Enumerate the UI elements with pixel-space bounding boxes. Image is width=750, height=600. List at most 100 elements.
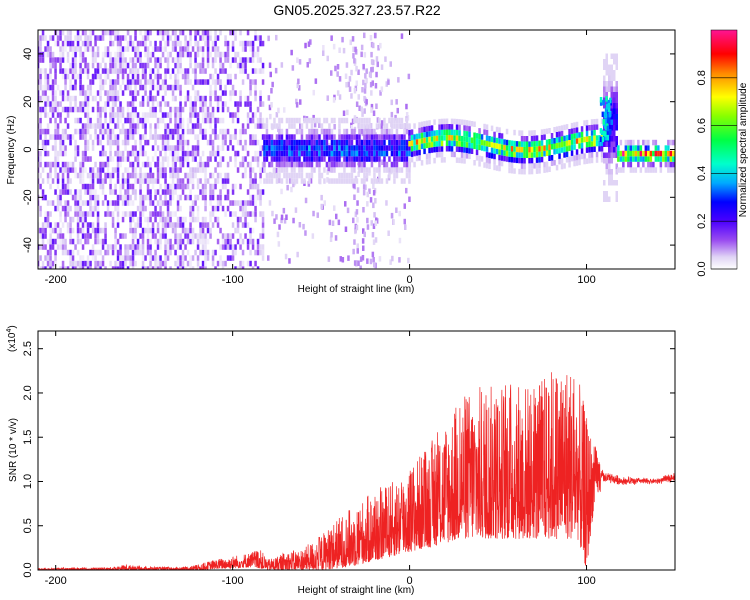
spectrogram-noise-cell: [246, 222, 250, 228]
spectrogram-noise-cell: [244, 57, 247, 63]
spectrogram-noise-cell: [84, 222, 87, 228]
spectrogram-noise-cell: [179, 95, 182, 102]
spectrogram-noise-cell: [156, 57, 160, 63]
spectrogram-faint-cell: [295, 98, 298, 105]
spectrogram-band-cell: [664, 156, 668, 162]
spectrogram-noise-cell: [206, 249, 210, 256]
spectrogram-band-cell: [265, 123, 269, 129]
spectrogram-band-cell: [383, 123, 386, 129]
spectrogram-band-cell: [588, 158, 591, 164]
spectrogram-noise-cell: [216, 46, 220, 52]
spectrogram-noise-cell: [131, 200, 135, 206]
spectrogram-noise-cell: [229, 233, 232, 239]
spectrogram-band-cell: [425, 126, 429, 132]
spectrogram-noise-cell: [74, 46, 77, 52]
spectrogram-band-cell: [393, 117, 396, 124]
spectrogram-noise-cell: [204, 134, 207, 140]
spectrogram-noise-cell: [234, 35, 237, 41]
spectrogram-band-cell: [530, 141, 534, 147]
spectrogram-band-cell: [350, 145, 354, 151]
spectrogram-noise-cell: [196, 194, 200, 201]
spectrogram-band-cell: [475, 138, 479, 145]
spectrogram-noise-cell: [204, 178, 207, 184]
spectrogram-faint-cell: [389, 61, 392, 67]
spectrogram-noise-cell: [89, 233, 92, 239]
spectrogram-noise-cell: [241, 222, 245, 228]
spectrogram-band-cell: [390, 128, 394, 135]
spectrogram-band-cell: [388, 156, 391, 162]
spectrogram-noise-cell: [239, 139, 242, 146]
spectrogram-band-cell: [335, 178, 339, 184]
spectrogram-noise-cell: [116, 117, 120, 124]
spectrogram-band-cell: [560, 158, 564, 164]
spectrogram-noise-cell: [166, 189, 170, 195]
spectrogram-band-cell: [644, 156, 648, 162]
spectrogram-band-cell: [328, 123, 331, 129]
spectrogram-noise-cell: [81, 90, 85, 96]
spectrogram-noise-cell: [186, 73, 190, 80]
spectrogram-noise-cell: [151, 68, 155, 74]
spectrogram-faint-cell: [364, 73, 367, 79]
spectrogram-band-cell: [629, 145, 633, 151]
spectrogram-noise-cell: [104, 112, 107, 118]
spectrogram-noise-cell: [94, 172, 97, 179]
spectrogram-noise-cell: [201, 183, 205, 190]
spectrogram-noise-cell: [224, 134, 227, 140]
spectrogram-noise-cell: [79, 172, 82, 179]
spectrogram-noise-cell: [59, 112, 62, 118]
spectrogram-noise-cell: [236, 101, 240, 107]
spectrogram-noise-cell: [184, 156, 187, 162]
spectrogram-marks: [38, 30, 675, 269]
spectrogram-noise-cell: [241, 123, 245, 129]
spectrogram-noise-cell: [49, 161, 52, 168]
spectrogram-noise-cell: [146, 57, 150, 63]
spectrogram-faint-cell: [369, 35, 373, 41]
spectrogram-noise-cell: [166, 128, 170, 135]
spectrogram-band-cell: [280, 117, 284, 124]
spectrogram-noise-cell: [174, 189, 177, 195]
spectrogram-noise-cell: [101, 260, 105, 267]
spectrogram-noise-cell: [64, 211, 67, 217]
spectrogram-band-cell: [448, 124, 451, 130]
spectrogram-noise-cell: [61, 266, 65, 269]
spectrogram-noise-cell: [39, 134, 42, 140]
spectrogram-noise-cell: [259, 68, 262, 74]
spectrogram-noise-cell: [126, 255, 130, 261]
spectrogram-noise-cell: [214, 123, 217, 129]
spectrogram-noise-cell: [169, 189, 172, 195]
spectrogram-noise-cell: [249, 46, 252, 52]
spectrogram-noise-cell: [116, 216, 120, 223]
spectrogram-band-cell: [310, 117, 314, 124]
spectrogram-noise-cell: [224, 68, 227, 74]
spectrogram-noise-cell: [151, 145, 155, 151]
spectrogram-noise-cell: [116, 222, 120, 228]
spectrogram-noise-cell: [246, 112, 250, 118]
spectrogram-band-cell: [425, 137, 429, 143]
spectrogram-band-cell: [538, 151, 541, 158]
spectrogram-band-cell: [508, 151, 511, 157]
spectrogram-noise-cell: [199, 233, 202, 239]
spectrogram-noise-cell: [234, 266, 237, 269]
spectrogram-faint-cell: [313, 121, 317, 128]
spectrogram-noise-cell: [216, 216, 220, 223]
spectrogram-band-cell: [478, 144, 481, 151]
spectrogram-band-cell: [478, 161, 481, 167]
spectrogram-noise-cell: [261, 167, 265, 173]
spectrogram-noise-cell: [254, 178, 257, 184]
spectrogram-faint-cell: [370, 103, 374, 110]
spectrogram-band-cell: [667, 150, 670, 157]
spectrogram-band-cell: [553, 149, 556, 155]
spectrogram-band-cell: [515, 146, 519, 153]
spectrogram-noise-cell: [169, 172, 172, 179]
spectrogram-noise-cell: [149, 161, 152, 168]
spectrogram-band-cell: [350, 128, 354, 135]
spectrogram-band-cell: [288, 139, 291, 146]
spectrogram-band-cell: [652, 150, 655, 157]
spectrogram-noise-cell: [41, 90, 45, 96]
spectrogram-noise-cell: [181, 68, 185, 74]
spectrogram-faint-cell: [368, 188, 371, 194]
spectrogram-band-cell: [672, 161, 675, 168]
spectrogram-noise-cell: [259, 178, 262, 184]
spectrogram-noise-cell: [59, 238, 62, 245]
spectrogram-band-cell: [595, 140, 599, 147]
